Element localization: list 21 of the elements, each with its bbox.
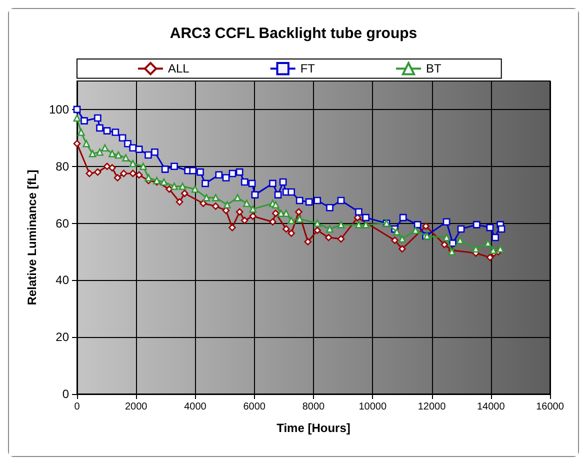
legend-label: ALL (168, 62, 190, 76)
x-tick-label: 0 (74, 402, 80, 412)
y-axis-title: Relative Luminance [fL] (25, 170, 40, 306)
legend-label: BT (426, 62, 442, 76)
x-tick-label: 10000 (358, 402, 387, 412)
chart-title: ARC3 CCFL Backlight tube groups (170, 25, 418, 42)
x-tick-label: 4000 (184, 402, 207, 412)
x-tick-label: 6000 (243, 402, 266, 412)
x-tick-label: 2000 (125, 402, 148, 412)
x-tick-label: 12000 (418, 402, 446, 412)
x-tick-label: 8000 (302, 402, 326, 412)
y-tick-label: 0 (62, 387, 70, 401)
legend-label: FT (300, 62, 316, 76)
y-tick-label: 100 (48, 102, 70, 116)
y-tick-label: 60 (56, 216, 70, 230)
x-axis-title: Time [Hours] (276, 421, 350, 435)
x-tick-label: 16000 (536, 402, 564, 412)
x-tick-label: 14000 (476, 402, 506, 412)
y-tick-label: 20 (56, 330, 70, 344)
y-tick-label: 40 (56, 273, 70, 288)
y-tick-label: 80 (56, 159, 70, 174)
